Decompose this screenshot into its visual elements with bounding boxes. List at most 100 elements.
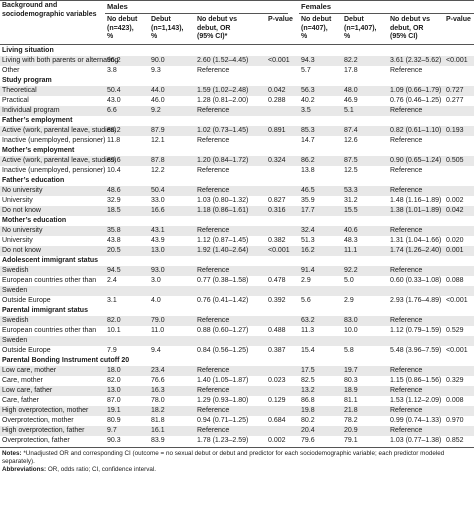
male-cell: 0.84 (0.56–1.25): [197, 347, 249, 354]
female-cell: 1.31 (1.04–1.66): [390, 237, 442, 244]
male-cell: <0.001: [268, 57, 290, 64]
table-row: Swedish 82.0 79.0 Reference 63.2 83.0 Referenc…: [0, 316, 474, 326]
male-cell: 0.129: [268, 397, 286, 404]
table-row: Inactive (unemployed, pensioner) 11.8 12.1…: [0, 136, 474, 146]
row-label: Study program: [2, 77, 52, 84]
table-row: University 32.9 33.0 1.03 (0.80–1.32) 0.827 3…: [0, 196, 474, 206]
table-row: Theoretical 50.4 44.0 1.59 (1.02–2.48) 0.042…: [0, 86, 474, 96]
female-cell: 80.3: [344, 377, 358, 384]
male-cell: 33.0: [151, 197, 165, 204]
male-cell: 82.0: [107, 377, 121, 384]
male-cell: 89.6: [107, 157, 121, 164]
male-cell: 9.2: [151, 107, 161, 114]
male-cell: 83.9: [151, 437, 165, 444]
row-label: Overprotection, mother: [2, 417, 74, 424]
row-label: High overprotection, father: [2, 427, 85, 434]
female-cell: 81.1: [344, 397, 358, 404]
male-cell: 87.0: [107, 397, 121, 404]
notes-text: *Unadjusted OR and corresponding CI (out…: [2, 450, 445, 465]
female-cell: 86.8: [301, 397, 315, 404]
male-pvalue-header: P-value: [268, 16, 293, 23]
female-cell: 85.3: [301, 127, 315, 134]
female-cell: 5.8: [344, 347, 354, 354]
female-cell: 15.4: [301, 347, 315, 354]
male-cell: 44.0: [151, 87, 165, 94]
male-cell: 0.94 (0.71–1.25): [197, 417, 249, 424]
female-cell: Reference: [390, 407, 423, 414]
male-cell: 96.2: [107, 57, 121, 64]
female-cell: 2.9: [301, 277, 311, 284]
row-label: Parental Bonding Instrument cutoff 20: [2, 357, 130, 364]
male-cell: 43.9: [151, 237, 165, 244]
female-cell: 87.5: [344, 157, 358, 164]
female-cell: 1.48 (1.16–1.89): [390, 197, 442, 204]
male-cell: 9.3: [151, 67, 161, 74]
male-cell: 1.18 (0.86–1.61): [197, 207, 249, 214]
female-cell: 87.4: [344, 127, 358, 134]
female-cell: 10.0: [344, 327, 358, 334]
label-header-line-2: sociodemographic variables: [2, 10, 97, 18]
female-cell: 1.09 (0.66–1.79): [390, 87, 442, 94]
female-cell: 13.2: [301, 387, 315, 394]
female-cell: 11.1: [344, 247, 358, 254]
male-cell: 90.3: [107, 437, 121, 444]
male-cell: 87.9: [151, 127, 165, 134]
male-cell: 16.1: [151, 427, 165, 434]
female-cell: 15.5: [344, 207, 358, 214]
table-row: Other 3.8 9.3 Reference 5.7 17.8 Reference: [0, 66, 474, 76]
row-label: Father’s education: [2, 177, 65, 184]
male-debut-header: Debut (n=1,143),%: [151, 16, 184, 40]
male-cell: Reference: [197, 367, 230, 374]
row-label: Inactive (unemployed, pensioner): [2, 167, 106, 174]
male-cell: 0.827: [268, 197, 286, 204]
table-row: University 43.8 43.9 1.12 (0.87–1.45) 0.382 5…: [0, 236, 474, 246]
male-cell: 50.4: [107, 87, 121, 94]
female-cell: 14.7: [301, 137, 315, 144]
female-cell: 19.7: [344, 367, 358, 374]
row-label: Active (work, parental leave, studies): [2, 157, 117, 164]
female-cell: 5.1: [344, 107, 354, 114]
male-cell: 12.1: [151, 137, 165, 144]
male-cell: 1.29 (0.93–1.80): [197, 397, 249, 404]
table-section-header: Living situation: [0, 46, 474, 56]
table-section-header: Father’s employment: [0, 116, 474, 126]
table-section-header: Parental Bonding Instrument cutoff 20: [0, 356, 474, 366]
female-cell: 5.6: [301, 297, 311, 304]
female-cell: Reference: [390, 427, 423, 434]
male-cell: 18.0: [107, 367, 121, 374]
row-label: Father’s employment: [2, 117, 73, 124]
female-cell: 0.82 (0.61–1.10): [390, 127, 442, 134]
male-cell: 13.0: [107, 387, 121, 394]
males-group-rule: [105, 13, 288, 14]
female-cell: 56.3: [301, 87, 315, 94]
female-cell: 16.2: [301, 247, 315, 254]
table-row: No university 35.8 43.1 Reference 32.4 40.6 Re…: [0, 226, 474, 236]
female-cell: 20.9: [344, 427, 358, 434]
male-cell: 0.891: [268, 127, 286, 134]
male-cell: Reference: [197, 187, 230, 194]
female-cell: 0.193: [446, 127, 464, 134]
male-cell: 87.8: [151, 157, 165, 164]
female-or-header: No debut vs debut, OR (95% CI): [390, 16, 431, 40]
male-cell: 0.76 (0.41–1.42): [197, 297, 249, 304]
row-label: Do not know: [2, 207, 41, 214]
row-label: Care, father: [2, 397, 39, 404]
female-cell: 12.5: [344, 167, 358, 174]
table-row: Overprotection, father 90.3 83.9 1.78 (1.23…: [0, 436, 474, 446]
male-cell: Reference: [197, 227, 230, 234]
row-label: University: [2, 197, 33, 204]
female-cell: 92.2: [344, 267, 358, 274]
table-row: Outside Europe 7.9 9.4 0.84 (0.56–1.25) 0.38…: [0, 346, 474, 356]
bottom-rule: [0, 447, 474, 448]
female-cell: 2.9: [344, 297, 354, 304]
male-cell: 94.5: [107, 267, 121, 274]
female-cell: 1.38 (1.01–1.89): [390, 207, 442, 214]
table-section-header: Father’s education: [0, 176, 474, 186]
table-row: Inactive (unemployed, pensioner) 10.4 12.2…: [0, 166, 474, 176]
male-cell: 48.6: [107, 187, 121, 194]
male-cell: 88.2: [107, 127, 121, 134]
female-cell: Reference: [390, 367, 423, 374]
male-cell: Reference: [197, 407, 230, 414]
female-cell: 0.088: [446, 277, 464, 284]
female-cell: 0.90 (0.65–1.24): [390, 157, 442, 164]
